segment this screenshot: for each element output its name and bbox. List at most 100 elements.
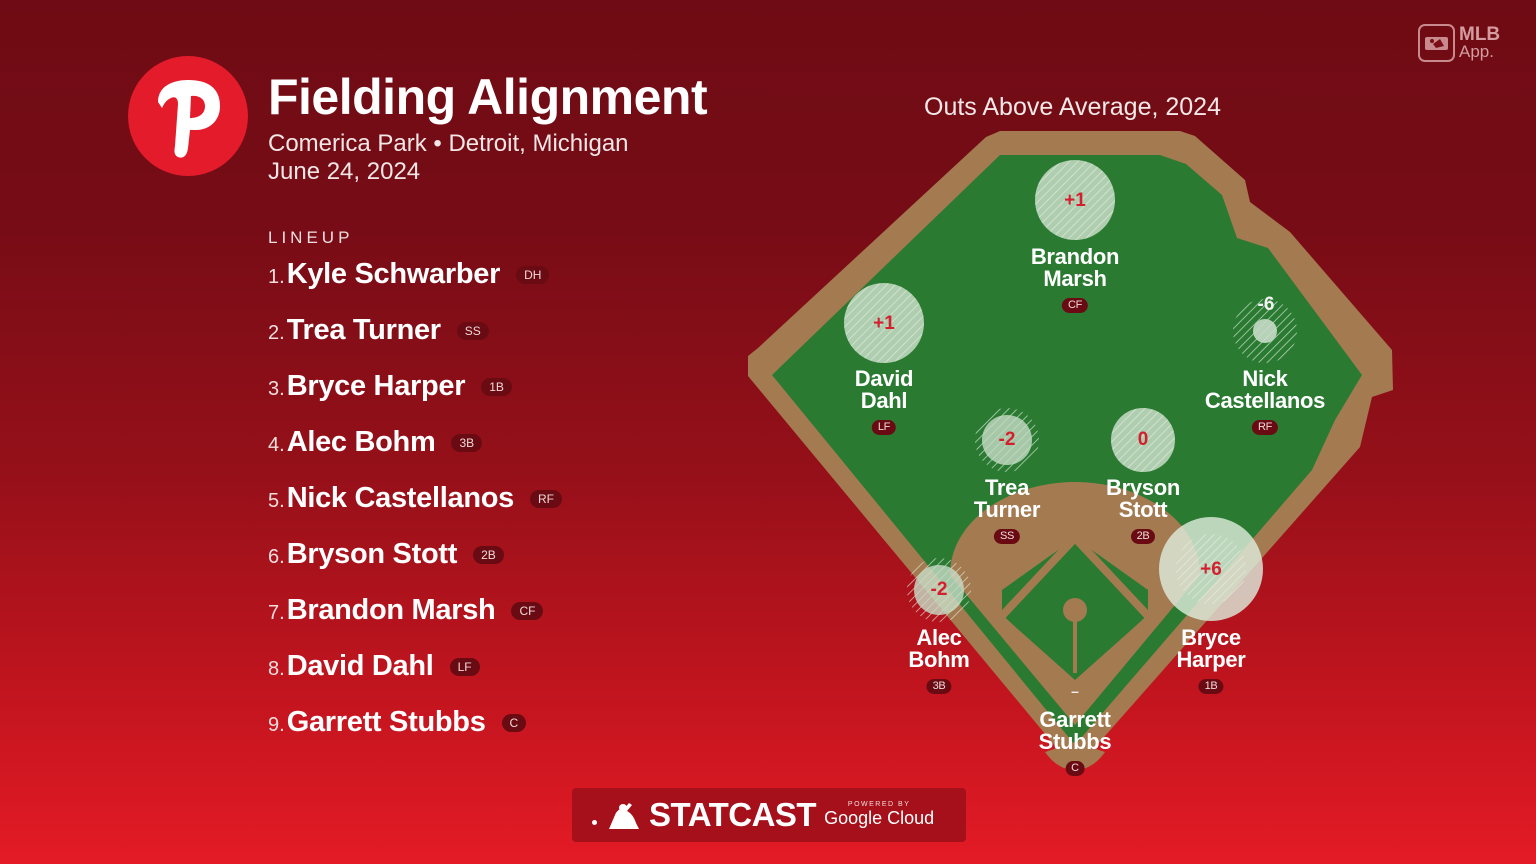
oaa-circle-ss [975,408,1039,472]
mlb-app-badge: MLB App. [1418,24,1500,62]
field-player-3b: Alec Bohm 3B [908,625,970,694]
player-last-name: Marsh [1043,266,1107,291]
oaa-circle-3b [907,558,971,622]
field-player-2b: Bryson Stott 2B [1106,477,1180,544]
lineup-number: 2. [268,322,285,344]
lineup-number: 3. [268,378,285,400]
player-first-name: Trea [984,475,1030,500]
lineup-number: 1. [268,266,285,288]
oaa-value-c: – [1071,683,1079,699]
player-first-name: Alec [916,625,962,650]
oaa-circle-cf [1035,160,1115,240]
oaa-circle-rf [1233,299,1297,363]
player-first-name: Nick [1242,366,1288,391]
phillies-logo [128,56,248,176]
player-first-name: Bryce [1181,625,1241,650]
lineup-number: 4. [268,434,285,456]
lineup-number: 6. [268,546,285,568]
oaa-value-ss: -2 [998,429,1016,450]
oaa-circle-lf [844,283,924,363]
mlb-app-text: MLB App. [1459,24,1501,61]
game-date: June 24, 2024 [268,158,421,185]
lineup-item: 1. Kyle Schwarber DH [268,258,562,314]
field-player-lf: David Dahl LF [854,366,914,435]
chart-title: Outs Above Average, 2024 [924,93,1221,121]
google-cloud-credit: POWERED BY Google Cloud [824,801,934,829]
oaa-value-1b: +6 [1200,559,1222,580]
mlb-app-line2: App. [1459,42,1494,61]
position-badge: 3B [451,434,483,452]
player-last-name: Castellanos [1204,388,1326,413]
oaa-value-rf: -6 [1257,294,1275,315]
lineup-item: 4. Alec Bohm 3B [268,426,562,482]
lineup-item: 6. Bryson Stott 2B [268,538,562,594]
position-badge: C [501,714,527,732]
batter-silhouette-icon [609,803,639,829]
player-last-name: Dahl [860,388,908,413]
player-last-name: Stubbs [1038,729,1112,754]
player-last-name: Stott [1118,497,1168,522]
player-first-name: Bryson [1106,475,1180,500]
oaa-value-lf: +1 [873,313,895,334]
player-first-name: Brandon [1030,244,1120,269]
game-info: Comerica Park • Detroit, Michigan June 2… [268,130,629,186]
player-name: Garrett Stubbs [286,706,486,738]
position-badge: 1B [481,378,512,396]
phillies-p-icon [158,80,220,158]
position-badge: 2B [473,546,504,564]
field-player-rf: Nick Castellanos RF [1205,368,1325,435]
field-player-cf: Brandon Marsh CF [1031,246,1119,313]
position-badge: CF [511,602,544,620]
venue-line: Comerica Park • Detroit, Michigan [268,130,629,157]
lineup-number: 8. [268,658,285,680]
field-player-c: Garrett Stubbs C [1039,709,1112,776]
position-badge: LF [871,420,897,435]
oaa-circle-1b [1159,517,1263,621]
lineup-heading: LINEUP [268,228,354,247]
position-badge: 2B [1130,529,1156,544]
lineup-item: 5. Nick Castellanos RF [268,482,562,538]
oaa-value-3b: -2 [930,579,948,600]
oaa-circle-2b [1111,408,1175,472]
powered-by-label: POWERED BY [847,801,911,808]
position-badge: RF [1251,420,1279,435]
position-badge: RF [530,490,562,508]
position-badge: SS [456,322,489,340]
mlb-app-line1: MLB [1459,24,1501,45]
position-badge: 1B [1198,679,1224,694]
statcast-wordmark: STATCAST [649,796,817,833]
field-player-1b: Bryce Harper 1B [1176,625,1246,694]
player-name: Kyle Schwarber [286,258,501,290]
position-badge: DH [516,266,550,284]
lineup-item: 3. Bryce Harper 1B [268,370,562,426]
position-badge: SS [993,529,1021,544]
position-badge: C [1065,761,1085,776]
position-badge: 3B [926,679,952,694]
oaa-value-cf: +1 [1064,190,1086,211]
player-name: Alec Bohm [286,426,436,458]
mlb-logo-icon [1418,24,1455,62]
field-player-ss: Trea Turner SS [974,477,1040,544]
player-name: Brandon Marsh [286,594,496,626]
lineup-number: 9. [268,714,285,736]
player-name: Nick Castellanos [286,482,515,514]
player-last-name: Turner [973,497,1041,522]
lineup-number: 5. [268,490,285,512]
lineup-item: 9. Garrett Stubbs C [268,706,562,762]
player-name: Trea Turner [286,314,441,346]
player-name: David Dahl [286,650,434,682]
player-first-name: Garrett [1039,707,1111,732]
dot-decoration [592,819,597,825]
lineup-list: 1. Kyle Schwarber DH 2. Trea Turner SS 3. Bry… [268,258,562,762]
position-badge: CF [1061,298,1089,313]
outfield-grass [772,155,1362,745]
page-title: Fielding Alignment [268,69,708,125]
lineup-item: 7. Brandon Marsh CF [268,594,562,650]
player-name: Bryce Harper [286,370,466,402]
google-cloud-wordmark: Google Cloud [824,808,935,828]
lineup-number: 7. [268,602,285,624]
player-last-name: Harper [1176,647,1246,672]
player-name: Bryson Stott [286,538,458,570]
player-last-name: Bohm [908,647,970,672]
player-first-name: David [854,366,914,391]
